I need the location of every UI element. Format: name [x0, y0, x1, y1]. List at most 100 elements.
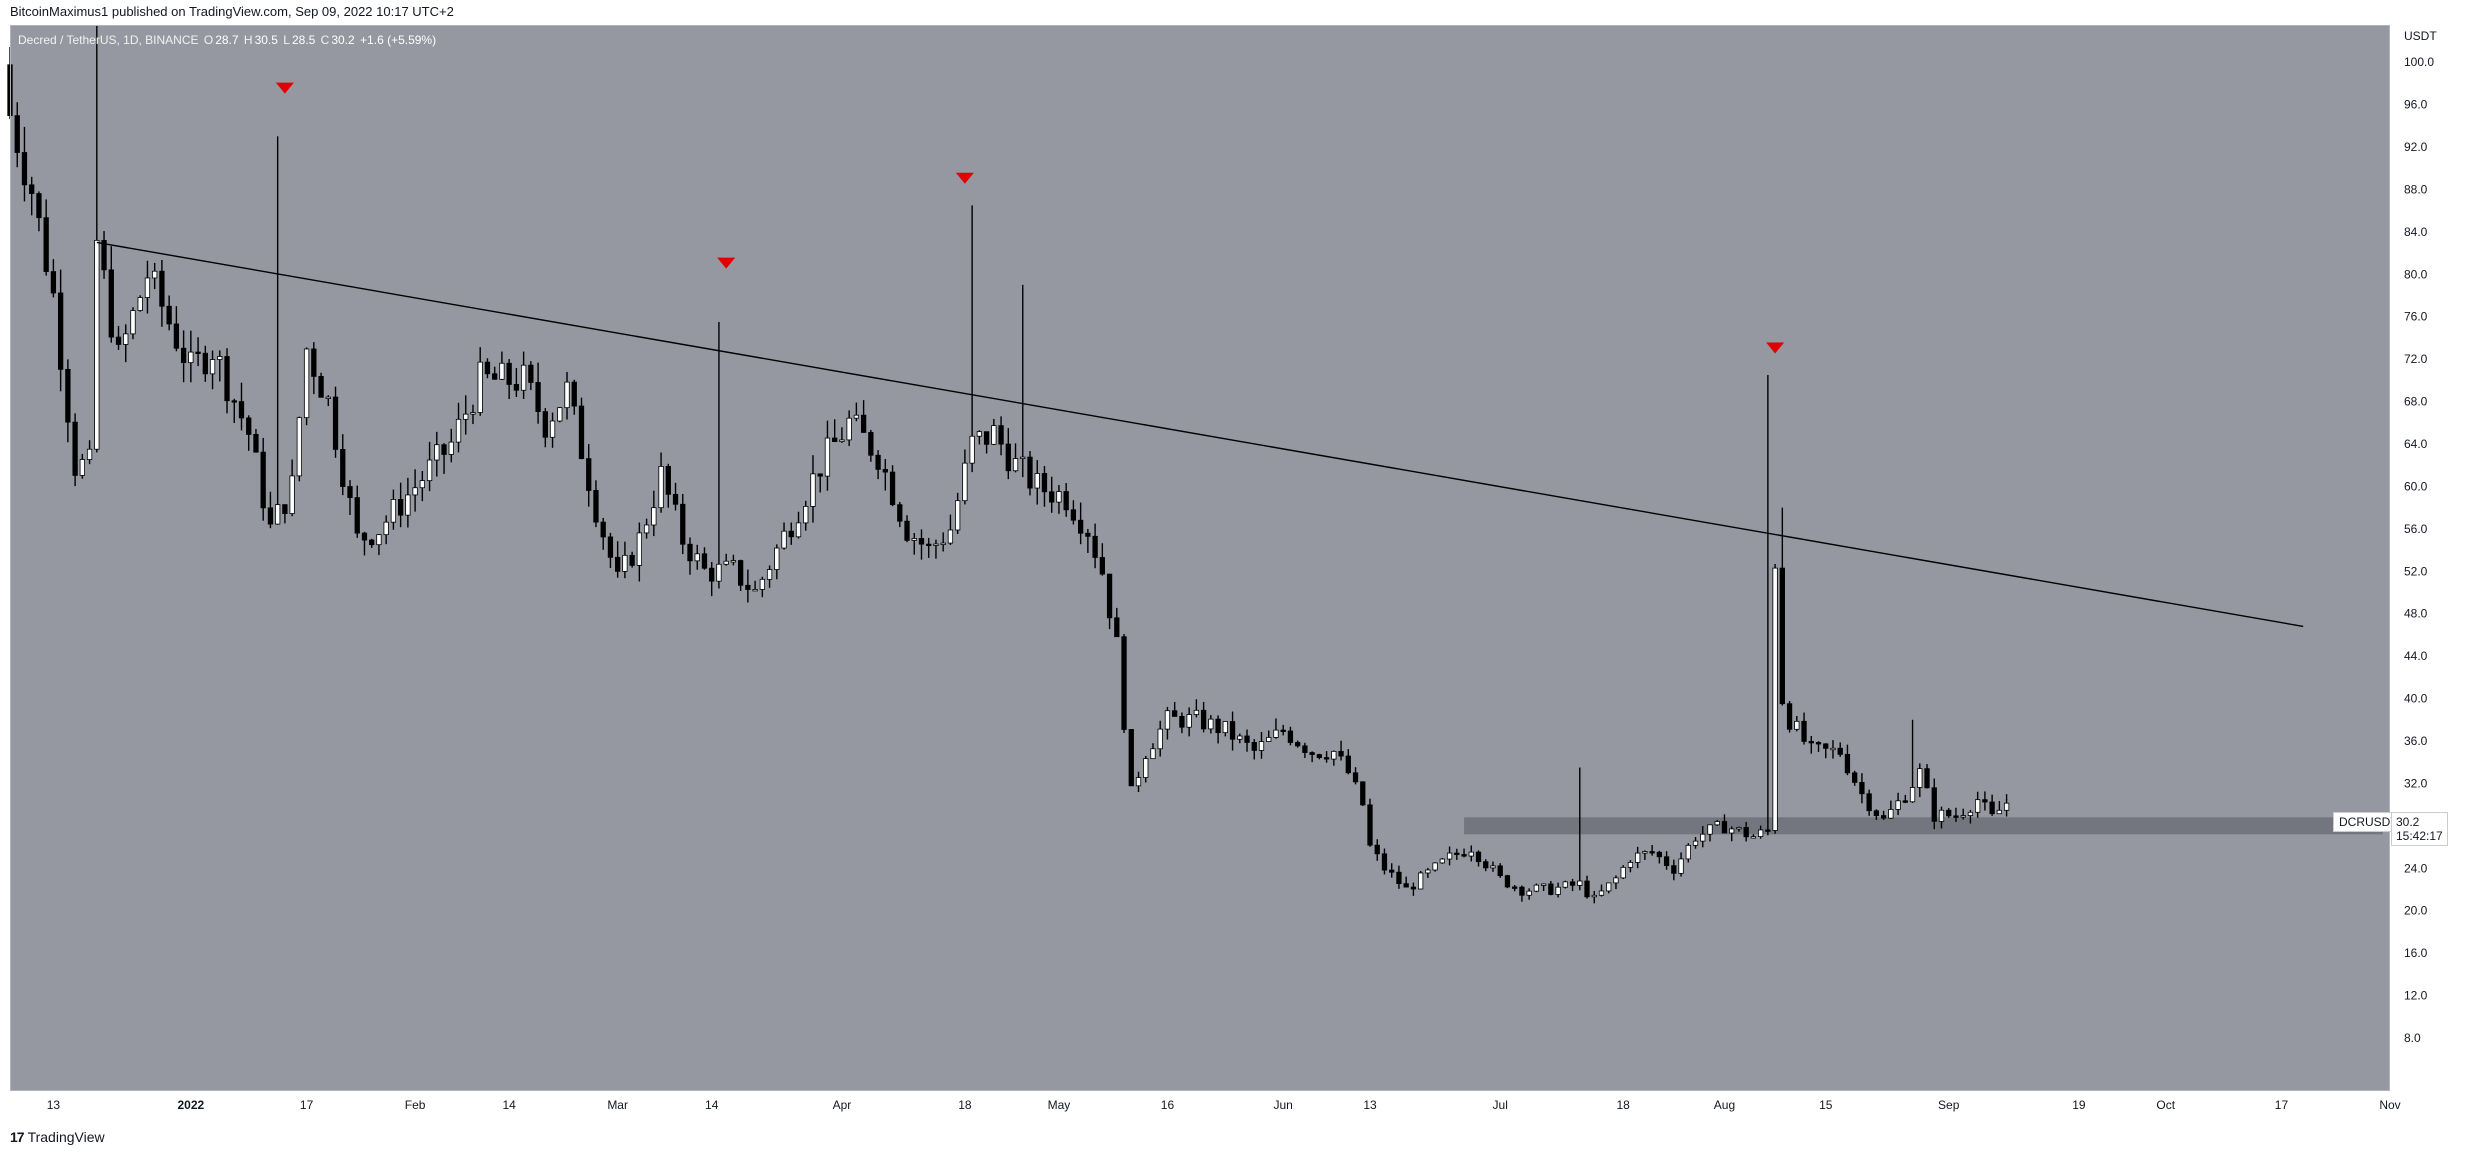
candle-body [1757, 829, 1764, 838]
candle [1627, 860, 1634, 873]
candle-body [983, 431, 990, 445]
candle-body [1613, 877, 1619, 884]
candle [600, 517, 606, 550]
candle-body [1085, 532, 1091, 537]
candle-body [1663, 856, 1670, 867]
candle-body [1750, 836, 1757, 839]
candle-body [897, 504, 903, 522]
candle-body [130, 310, 136, 335]
candle [1172, 701, 1178, 717]
candle [882, 459, 888, 491]
candle-body [484, 361, 491, 375]
candle-body [1114, 617, 1120, 638]
candle-body [267, 507, 274, 525]
candle-body [557, 407, 563, 422]
candle [586, 444, 592, 507]
candle-body [1721, 821, 1728, 834]
candle [354, 485, 360, 538]
descending-resistance-line[interactable] [96, 241, 2304, 628]
candle-body [14, 115, 20, 153]
symbol-legend: Decred / TetherUS, 1D, BINANCE O 28.7 H 30… [18, 33, 438, 47]
candle-body [1251, 742, 1257, 751]
candle [1295, 740, 1301, 748]
price-axis[interactable] [2390, 25, 2474, 1091]
candle [1808, 735, 1814, 754]
candle-body [1179, 716, 1185, 728]
candle-body [2003, 802, 2010, 811]
candle [1562, 880, 1568, 889]
price-tick-label: 60.0 [2404, 479, 2428, 493]
price-tick-label: 52.0 [2404, 564, 2428, 578]
candle [1034, 460, 1040, 505]
legend-open-value: 28.7 [215, 33, 239, 47]
candle-body [1266, 737, 1272, 742]
candle [441, 443, 447, 474]
candle-body [766, 569, 773, 580]
candle [1852, 770, 1858, 786]
candle [275, 136, 281, 525]
candle [1540, 883, 1547, 891]
candle-body [976, 431, 983, 437]
candle [955, 492, 961, 535]
candle [224, 348, 230, 414]
candle-body [1128, 729, 1134, 787]
candle [1309, 751, 1315, 763]
candle-body [1504, 875, 1511, 888]
candle [412, 469, 418, 512]
candle-body [875, 454, 881, 470]
price-tick-label: 20.0 [2404, 904, 2428, 918]
candle [1446, 846, 1453, 866]
candle [217, 350, 223, 382]
candle-body [43, 217, 49, 272]
candle-body [1410, 886, 1417, 890]
price-tick-label: 92.0 [2404, 140, 2428, 154]
candle-body [1446, 852, 1453, 860]
candle-body [1396, 871, 1402, 885]
candle [759, 576, 765, 598]
candle [549, 412, 556, 448]
candle [303, 347, 310, 426]
time-axis[interactable] [10, 1091, 2390, 1123]
candle-body [1237, 735, 1243, 740]
candle [426, 441, 433, 492]
candle [1931, 778, 1937, 830]
candle-body [578, 405, 585, 459]
candle [1121, 634, 1127, 733]
candle [1041, 466, 1048, 507]
date-tick-label: 13 [1363, 1098, 1377, 1112]
candle [1779, 507, 1785, 706]
candle [383, 515, 389, 545]
candle-body [1895, 800, 1901, 810]
candle [1396, 865, 1402, 889]
candle-body [303, 348, 310, 419]
candle [253, 428, 259, 453]
candle [839, 427, 845, 443]
candle [709, 561, 715, 597]
price-tick-label: 56.0 [2404, 522, 2428, 536]
candle [1743, 821, 1749, 842]
candle [1229, 711, 1236, 751]
candle-body [730, 560, 737, 563]
candle [1114, 607, 1120, 638]
candle [1830, 740, 1836, 759]
candle-body [101, 239, 107, 271]
date-tick-label: May [1048, 1098, 1071, 1112]
candle [730, 554, 737, 566]
candle-body [680, 503, 686, 545]
candle [860, 400, 867, 433]
candle-body [1736, 826, 1742, 830]
candle-body [108, 269, 114, 338]
candle-body [275, 504, 281, 525]
candle [1092, 523, 1098, 569]
candle-body [1468, 851, 1474, 857]
candle [651, 490, 657, 537]
candle-body [180, 347, 187, 364]
tradingview-footer[interactable]: 17 TradingView [10, 1129, 105, 1145]
candle-body [1830, 747, 1836, 751]
candle-body [1222, 721, 1228, 734]
candle [998, 416, 1004, 456]
candle [173, 306, 180, 352]
candle [1967, 809, 1974, 824]
candle [1569, 878, 1576, 892]
